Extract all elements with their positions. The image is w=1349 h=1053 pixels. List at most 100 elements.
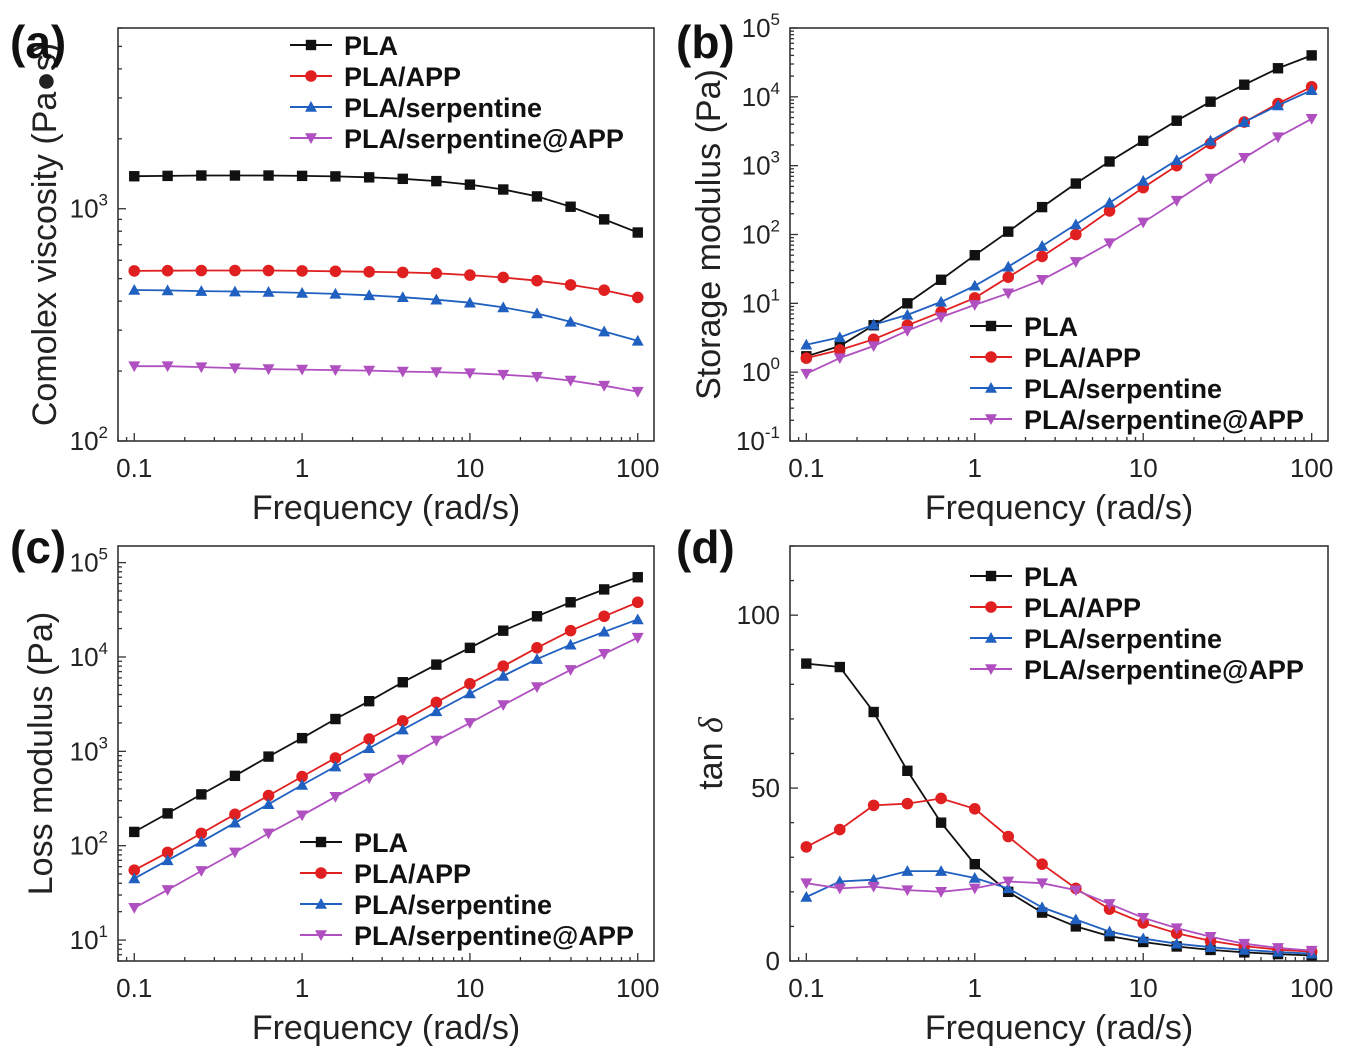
y-tick-label: 10-1	[736, 423, 780, 456]
data-point	[1239, 79, 1250, 90]
data-point	[632, 227, 643, 238]
series-line-pla-app	[806, 85, 1313, 359]
legend-label-pla-serpentine-app: PLA/serpentine@APP	[344, 124, 624, 154]
data-point	[497, 271, 510, 284]
data-point	[329, 287, 342, 299]
data-point	[1103, 925, 1116, 937]
data-point	[800, 352, 813, 364]
series-pla-app	[128, 596, 644, 877]
data-point	[464, 642, 476, 654]
legend-label-pla-serpentine: PLA/serpentine	[1024, 624, 1222, 654]
data-point	[228, 363, 241, 375]
data-point	[363, 773, 376, 785]
data-point	[531, 307, 543, 319]
legend-marker-pla-serpentine	[305, 101, 317, 112]
data-point	[464, 179, 476, 190]
data-point	[1272, 132, 1284, 144]
data-point	[598, 649, 611, 660]
data-point	[498, 184, 509, 195]
data-point	[396, 291, 409, 302]
data-point	[229, 770, 241, 782]
series-line-pla-app	[133, 601, 639, 871]
data-point	[128, 872, 141, 884]
y-tick-label: 103	[70, 191, 108, 224]
series-line-pla	[134, 174, 639, 234]
data-point	[396, 715, 409, 727]
data-point	[902, 298, 913, 309]
data-point	[195, 827, 208, 840]
x-tick-label: 100	[1290, 453, 1333, 483]
data-point	[430, 696, 443, 709]
data-point	[1002, 830, 1015, 843]
data-point	[1170, 195, 1183, 207]
data-point	[1170, 923, 1183, 935]
legend-label-pla-app: PLA/APP	[354, 859, 471, 889]
legend-label-pla: PLA	[1024, 562, 1078, 592]
data-point	[263, 170, 274, 181]
series-pla-serpentine-app	[800, 876, 1318, 957]
data-point	[564, 315, 577, 327]
data-point	[363, 172, 375, 183]
x-axis-title: Frequency (rad/s)	[925, 1009, 1193, 1047]
data-point	[1002, 882, 1015, 894]
data-point	[464, 269, 476, 281]
series-line-pla-serpentine	[805, 870, 1312, 955]
data-point	[1204, 941, 1217, 952]
x-tick-label: 100	[1290, 973, 1333, 1003]
data-point	[329, 791, 342, 803]
data-point	[296, 810, 309, 822]
data-point	[228, 816, 241, 828]
y-tick-label: 102	[742, 217, 780, 250]
data-point	[1204, 932, 1217, 943]
data-point	[867, 881, 880, 893]
panel-c: 0.1 1 10 100 101 102 103 104 105 Frequency (rad/s…	[10, 521, 659, 1047]
data-point	[329, 265, 342, 278]
data-point	[397, 173, 408, 185]
data-point	[1069, 218, 1082, 230]
y-axis-title: tan δ	[692, 716, 730, 790]
data-point	[632, 572, 643, 583]
x-tick-label: 100	[616, 973, 659, 1003]
legend-label-pla-app: PLA/APP	[1024, 343, 1141, 373]
legend-marker-pla	[305, 39, 317, 51]
data-point	[1137, 932, 1150, 944]
legend-label-pla-serpentine-app: PLA/serpentine@APP	[1024, 655, 1304, 685]
legend-label-pla: PLA	[1024, 312, 1078, 342]
data-point	[229, 170, 241, 181]
series-pla-serpentine-app	[800, 113, 1318, 380]
x-axis-title: Frequency (rad/s)	[252, 489, 520, 527]
y-tick-label: 0	[766, 946, 780, 976]
data-point	[935, 295, 948, 307]
data-point	[901, 325, 914, 337]
series-line-pla-app	[134, 269, 638, 299]
data-point	[228, 847, 241, 859]
data-point	[296, 286, 309, 298]
data-point	[498, 625, 509, 636]
data-point	[296, 364, 309, 376]
series-pla-app	[128, 264, 644, 304]
data-point	[430, 367, 443, 379]
data-point	[1204, 134, 1217, 146]
y-tick-label: 105	[742, 10, 780, 43]
series-line-pla-serpentine	[133, 618, 639, 880]
data-point	[1138, 135, 1149, 146]
data-point	[1238, 116, 1251, 127]
series-line-pla-serpentine-app	[134, 365, 638, 393]
data-point	[195, 285, 208, 296]
data-point	[902, 765, 913, 776]
x-tick-label: 1	[968, 973, 982, 1003]
data-point	[161, 885, 174, 896]
data-point	[867, 799, 880, 812]
legend-marker-pla	[985, 320, 997, 332]
data-point	[497, 669, 510, 681]
data-point	[1036, 201, 1048, 213]
series-pla-serpentine	[128, 613, 644, 884]
x-tick-label: 0.1	[116, 453, 152, 483]
data-point	[1306, 50, 1317, 61]
data-point	[1170, 154, 1183, 166]
data-point	[598, 284, 610, 296]
data-point	[801, 658, 812, 669]
series-line-pla	[806, 54, 1313, 358]
legend-marker-pla-serpentine-app	[985, 414, 997, 425]
legend-label-pla-serpentine-app: PLA/serpentine@APP	[354, 921, 634, 951]
